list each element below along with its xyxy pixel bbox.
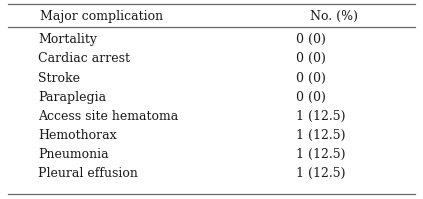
- Text: Hemothorax: Hemothorax: [38, 129, 117, 142]
- Text: 1 (12.5): 1 (12.5): [296, 110, 346, 123]
- Text: 1 (12.5): 1 (12.5): [296, 129, 346, 142]
- Text: 1 (12.5): 1 (12.5): [296, 167, 346, 180]
- Text: Major complication: Major complication: [40, 10, 163, 23]
- Text: Paraplegia: Paraplegia: [38, 91, 106, 104]
- Text: Stroke: Stroke: [38, 71, 80, 85]
- Text: Pneumonia: Pneumonia: [38, 148, 109, 161]
- Text: 0 (0): 0 (0): [296, 71, 326, 85]
- Text: 1 (12.5): 1 (12.5): [296, 148, 346, 161]
- Text: Access site hematoma: Access site hematoma: [38, 110, 179, 123]
- Text: 0 (0): 0 (0): [296, 33, 326, 46]
- Text: Pleural effusion: Pleural effusion: [38, 167, 138, 180]
- Text: Cardiac arrest: Cardiac arrest: [38, 52, 130, 65]
- Text: Mortality: Mortality: [38, 33, 97, 46]
- Text: No. (%): No. (%): [310, 10, 358, 23]
- Text: 0 (0): 0 (0): [296, 91, 326, 104]
- Text: 0 (0): 0 (0): [296, 52, 326, 65]
